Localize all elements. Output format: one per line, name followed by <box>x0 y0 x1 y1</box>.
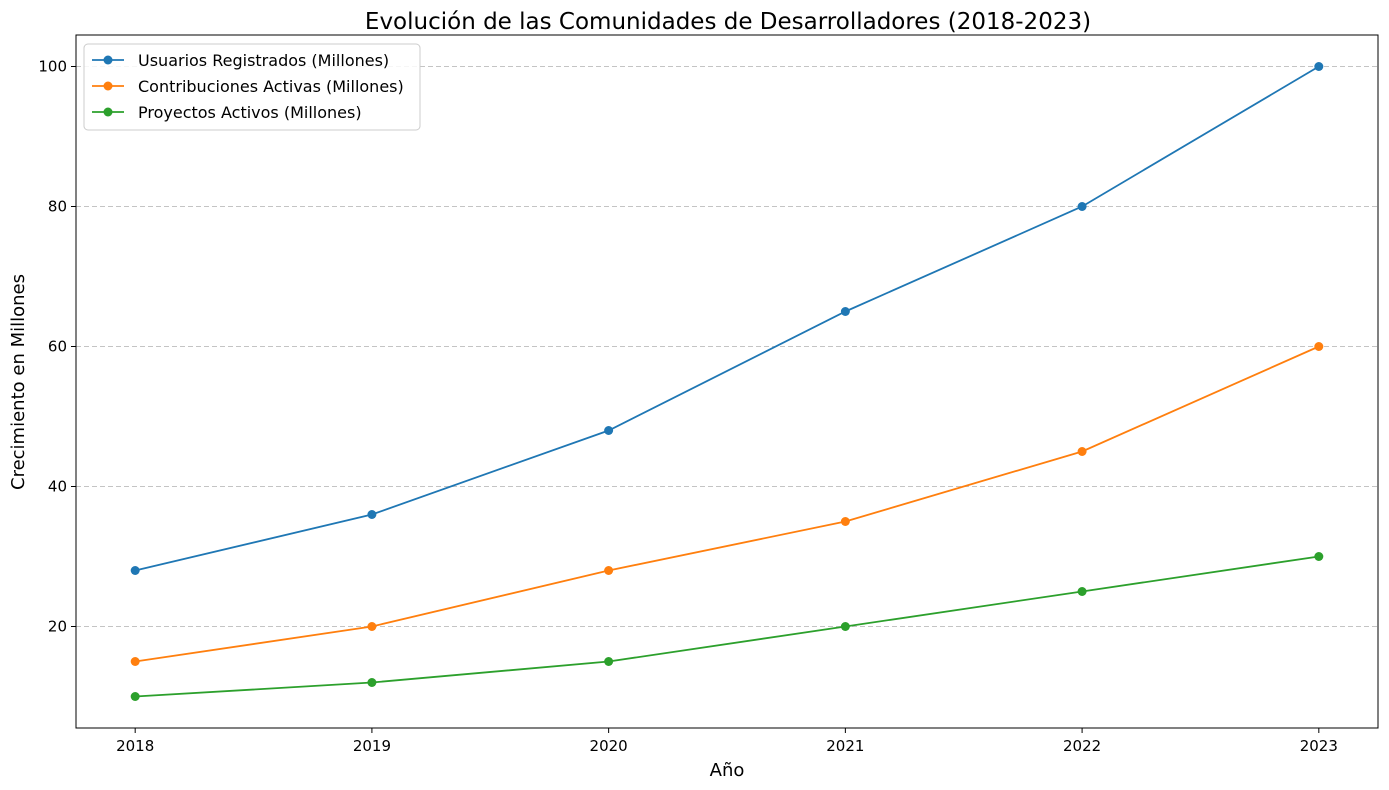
series-1 <box>130 62 1324 575</box>
series-2 <box>130 342 1324 666</box>
x-tick-label: 2019 <box>353 737 391 755</box>
data-point <box>1077 202 1087 211</box>
data-point <box>604 657 614 666</box>
y-tick-label: 40 <box>48 478 67 496</box>
grid-lines <box>76 66 1378 627</box>
data-point <box>367 510 377 519</box>
legend-marker <box>103 55 113 65</box>
series-line <box>135 345 1320 663</box>
data-point <box>840 622 850 631</box>
y-axis: 20 40 60 80 100 <box>38 58 76 636</box>
data-point <box>130 566 140 575</box>
legend-label: Usuarios Registrados (Millones) <box>138 51 389 70</box>
legend-label: Proyectos Activos (Millones) <box>138 103 362 122</box>
x-tick-label: 2020 <box>590 737 628 755</box>
x-tick-label: 2022 <box>1063 737 1101 755</box>
legend-label: Contribuciones Activas (Millones) <box>138 77 404 96</box>
y-tick-label: 100 <box>38 58 67 76</box>
legend-marker <box>103 81 113 91</box>
series-line <box>135 555 1319 698</box>
series-layer <box>130 62 1324 701</box>
y-tick-label: 60 <box>48 338 67 356</box>
legend-item: Proyectos Activos (Millones) <box>92 103 362 122</box>
data-point <box>840 517 850 526</box>
x-axis: 2018 2019 2020 2021 2022 2023 <box>116 728 1338 755</box>
series-3 <box>130 552 1324 701</box>
y-tick-label: 80 <box>48 198 67 216</box>
x-tick-label: 2021 <box>826 737 864 755</box>
data-point <box>1314 552 1324 561</box>
series-line <box>134 65 1320 572</box>
data-point <box>1077 587 1087 596</box>
legend-item: Contribuciones Activas (Millones) <box>92 77 404 96</box>
data-point <box>130 692 140 701</box>
y-axis-label: Crecimiento en Millones <box>8 274 29 490</box>
y-tick-label: 20 <box>48 618 67 636</box>
data-point <box>1077 447 1087 456</box>
legend-box <box>83 43 421 131</box>
plot-frame <box>75 34 1379 729</box>
x-tick-label: 2018 <box>116 737 154 755</box>
data-point <box>840 307 850 316</box>
data-point <box>1314 342 1324 351</box>
legend-marker <box>103 107 113 117</box>
data-point <box>604 426 614 435</box>
data-point <box>367 622 377 631</box>
x-tick-label: 2023 <box>1300 737 1338 755</box>
data-point <box>367 678 377 687</box>
legend-item: Usuarios Registrados (Millones) <box>92 51 389 70</box>
x-axis-label: Año <box>710 760 745 781</box>
data-point <box>604 566 614 575</box>
chart-title: Evolución de las Comunidades de Desarrol… <box>365 9 1091 35</box>
data-point <box>1314 62 1324 71</box>
legend: Usuarios Registrados (Millones) Contribuc… <box>83 43 421 131</box>
data-point <box>130 657 140 666</box>
